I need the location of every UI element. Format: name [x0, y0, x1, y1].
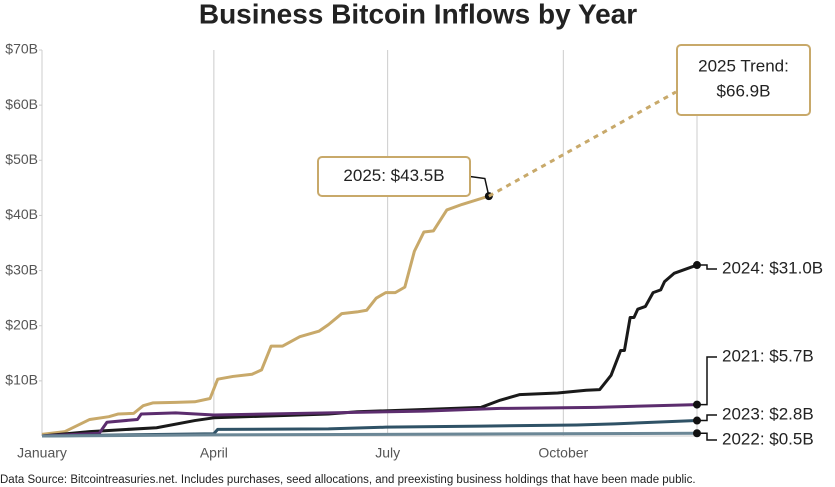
series-line [41, 403, 698, 438]
end-point [693, 429, 701, 438]
connector [697, 414, 717, 422]
annotation: 2023: $2.8B [722, 404, 814, 423]
y-tick-label: $70B [5, 41, 38, 57]
annotation: 2024: $31.0B [722, 258, 823, 277]
series-line [41, 194, 490, 436]
annotation: $66.9B [717, 81, 771, 100]
annotation: 2022: $0.5B [722, 429, 814, 448]
label-box [676, 44, 811, 116]
connector [469, 175, 490, 197]
series-line [41, 431, 698, 438]
connector [697, 356, 717, 406]
x-tick-label: January [17, 445, 67, 461]
footnote: Data Source: Bitcointreasuries.net. Incl… [0, 474, 696, 486]
series-line [41, 263, 698, 438]
connector [697, 264, 717, 270]
label-box [317, 156, 471, 197]
y-tick-label: $20B [5, 316, 38, 332]
annotation: 2025: $43.5B [343, 166, 444, 185]
x-tick-label: July [375, 445, 400, 461]
x-tick-label: October [538, 445, 588, 461]
end-point [693, 400, 701, 409]
y-tick-label: $40B [5, 206, 38, 222]
connector [697, 432, 717, 441]
y-tick-label: $60B [5, 96, 38, 112]
end-point [693, 416, 701, 425]
series-line [41, 419, 698, 438]
annotation: 2025 Trend: [698, 56, 789, 75]
end-point [693, 261, 701, 270]
y-tick-label: $50B [5, 151, 38, 167]
y-tick-label: $30B [5, 261, 38, 277]
annotation: 2021: $5.7B [722, 346, 814, 365]
x-tick-label: April [200, 445, 228, 461]
y-tick-label: $10B [5, 372, 38, 388]
series-line [488, 90, 677, 198]
chart-title: Business Bitcoin Inflows by Year [199, 0, 637, 29]
